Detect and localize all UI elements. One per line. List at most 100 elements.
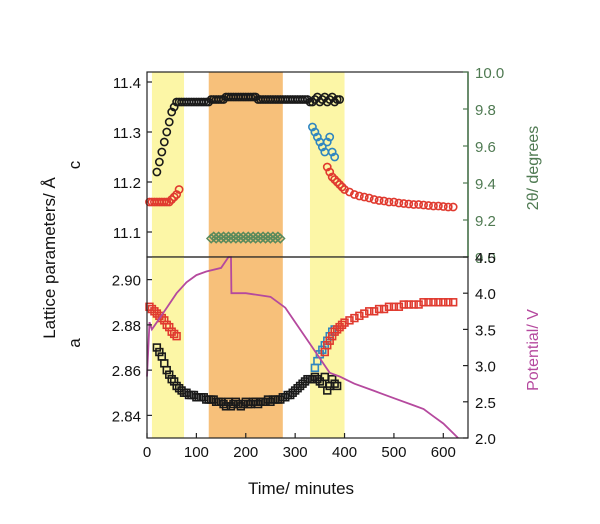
data-point-black [194, 393, 204, 402]
data-point-red [424, 201, 433, 210]
data-point-black [169, 377, 179, 386]
data-point-black [184, 390, 194, 400]
left-tick-label: 2.86 [112, 363, 141, 380]
data-point-black [177, 386, 186, 395]
data-point-red [335, 180, 344, 189]
data-point-red [147, 304, 157, 314]
data-point-red [369, 307, 379, 316]
data-point-black [164, 117, 174, 127]
data-point-black [202, 395, 211, 404]
x-tick-label: 300 [283, 444, 308, 461]
right-tick-label: 4.5 [475, 250, 496, 267]
data-point-black [330, 379, 339, 388]
data-point-green [275, 233, 286, 244]
data-point-red [394, 302, 404, 311]
data-point-red [379, 304, 389, 314]
data-point-red [434, 298, 443, 307]
data-point-red [409, 300, 418, 309]
data-point-red [429, 201, 438, 211]
left-tick-label: 11.3 [113, 125, 141, 142]
data-point-red [448, 298, 458, 307]
data-point-black [169, 102, 179, 112]
data-point-black [197, 393, 206, 402]
data-point-red [384, 197, 394, 207]
x-tick-label: 400 [332, 444, 357, 461]
data-point-red [369, 195, 379, 204]
data-point-black [276, 395, 285, 404]
top-panel: 11.1 11.2 11.3 11.4 9.0 9.2 9.4 9.6 9.8 10.0 [113, 65, 504, 267]
data-point-black [323, 386, 332, 395]
data-point-red [335, 322, 344, 332]
data-point-blue [318, 345, 327, 354]
data-point-black [315, 377, 325, 386]
right-tick-label: 3.5 [475, 322, 496, 339]
data-point-red [345, 316, 354, 325]
data-point-blue [308, 122, 317, 132]
data-point-red [414, 300, 423, 309]
data-point-black [295, 381, 305, 391]
data-point-black [157, 147, 167, 157]
data-point-black [152, 167, 162, 177]
data-point-red [439, 298, 448, 307]
data-point-red [399, 199, 409, 208]
data-point-red [448, 202, 458, 212]
shaded-region-orange [208, 257, 283, 438]
right-tick-label: 9.6 [475, 139, 496, 156]
data-point-red [365, 307, 374, 316]
data-point-black [293, 384, 302, 393]
data-point-black [172, 381, 181, 391]
data-point-red [424, 298, 433, 307]
shaded-region-yellow [151, 257, 185, 438]
right-tick-label: 9.8 [475, 102, 496, 119]
data-point-red [359, 192, 369, 202]
data-point-red [162, 320, 171, 330]
data-point-black [300, 377, 310, 386]
data-point-red [325, 167, 335, 177]
right-tick-label: 2.5 [475, 395, 496, 412]
data-point-black [187, 390, 196, 400]
data-point-blue [330, 152, 340, 162]
data-point-black [204, 97, 214, 107]
data-point-red [414, 200, 424, 209]
x-axis: 0 100 200 300 400 500 600 [143, 433, 456, 461]
data-point-red [169, 329, 179, 339]
data-point-red [169, 192, 179, 202]
data-point-black [332, 381, 342, 391]
data-point-red [360, 309, 369, 318]
data-point-red [152, 309, 162, 318]
bottom-shaded-regions [151, 257, 345, 438]
right-tick-label: 2.0 [475, 431, 496, 448]
data-point-black [330, 97, 340, 107]
data-point-red [160, 316, 169, 325]
data-point-red [379, 196, 389, 206]
bottom-data-points [145, 298, 458, 411]
left-tick-label: 11.4 [113, 75, 141, 92]
x-axis-label: Time/ minutes [248, 479, 354, 498]
data-point-red [167, 327, 176, 336]
data-point-black [154, 157, 164, 167]
data-point-black [189, 390, 199, 400]
data-point-red [327, 331, 337, 341]
data-point-red [172, 190, 182, 199]
data-point-red [374, 304, 384, 314]
left-tick-label: 2.88 [112, 318, 141, 335]
data-point-red [164, 197, 174, 207]
data-point-black [182, 388, 191, 397]
top-right-axis: 9.0 9.2 9.4 9.6 9.8 10.0 [463, 65, 504, 267]
bottom-left-axis-label: a [65, 338, 84, 348]
data-point-blue [312, 132, 322, 142]
data-point-blue [325, 132, 335, 142]
data-point-red [145, 302, 154, 311]
bottom-left-axis: 2.84 2.86 2.88 2.90 [112, 273, 152, 425]
data-point-red [337, 182, 347, 192]
top-data-points [145, 92, 458, 244]
bottom-right-axis: 2.0 2.5 3.0 3.5 4.0 4.5 [463, 250, 496, 448]
x-tick-label: 100 [184, 444, 209, 461]
bottom-panel: 2.84 2.86 2.88 2.90 2.0 2.5 3.0 3.5 4.0 4.5 0 100… [112, 250, 496, 461]
data-point-red [350, 313, 359, 323]
left-tick-label: 2.84 [112, 408, 141, 425]
data-point-red [355, 311, 364, 321]
data-point-black [286, 390, 295, 400]
left-tick-label: 2.90 [112, 273, 141, 290]
